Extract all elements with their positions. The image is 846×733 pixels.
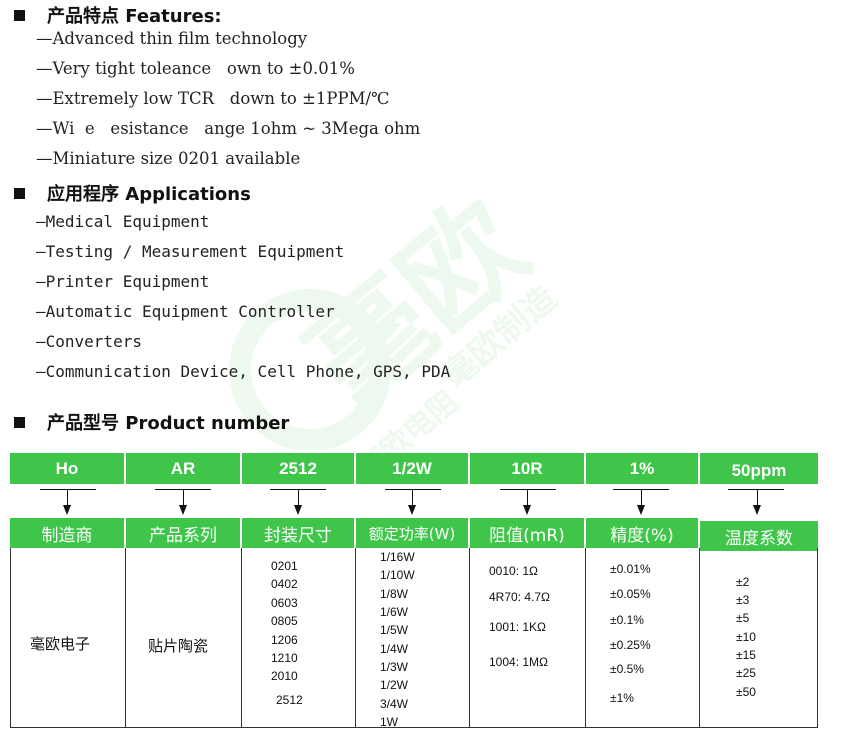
watermark-logo: 毫欧 毫欧制造 毫欧电阻 [229, 175, 565, 450]
size-value: 2512 [276, 693, 303, 707]
header-series: 产品系列 [126, 518, 240, 548]
size-value: 1206 [271, 633, 298, 647]
bullet-square-icon [14, 417, 25, 428]
code-size: 2512 [242, 453, 354, 484]
application-item: —Communication Device, Cell Phone, GPS, … [36, 362, 451, 381]
header-resistance: 阻值(mR) [470, 518, 584, 548]
header-manufacturer: 制造商 [10, 518, 124, 548]
tcr-value: ±25 [736, 666, 756, 680]
tolerance-value: ±0.05% [610, 587, 651, 601]
manufacturer-value: 毫欧电子 [30, 635, 91, 653]
feature-item: —Extremely low TCR down to ±1PPM/℃ [36, 89, 390, 108]
header-size: 封装尺寸 [242, 518, 354, 548]
resistance-value: 4R70: 4.7Ω [489, 590, 551, 604]
header-tolerance: 精度(%) [586, 518, 698, 548]
header-tcr: 温度系数 [700, 521, 818, 551]
series-value: 贴片陶瓷 [148, 637, 209, 655]
power-value: 1/3W [380, 660, 409, 674]
tolerance-value: ±1% [610, 691, 634, 705]
features-heading: 产品特点 Features: [14, 2, 222, 28]
power-value: 1/8W [380, 587, 409, 601]
resistance-value: 1001: 1KΩ [489, 620, 547, 634]
power-value: 1/10W [380, 568, 415, 582]
column-divider [125, 548, 126, 728]
power-value: 1/5W [380, 623, 409, 637]
application-item: —Testing / Measurement Equipment [36, 242, 345, 261]
feature-item: —Very tight toleance own to ±0.01% [36, 59, 355, 78]
watermark-slogan-2: 毫欧电阻 [351, 384, 465, 450]
column-divider [469, 548, 470, 728]
tolerance-value: ±0.01% [610, 562, 651, 576]
code-tolerance: 1% [586, 453, 698, 484]
feature-item: —Miniature size 0201 available [36, 149, 301, 168]
power-value: 3/4W [380, 697, 409, 711]
resistance-value: 0010: 1Ω [489, 564, 539, 578]
tcr-value: ±10 [736, 630, 756, 644]
application-item: —Automatic Equipment Controller [36, 302, 335, 321]
feature-item: —Advanced thin film technology [36, 29, 308, 48]
size-value: 0805 [271, 614, 298, 628]
applications-heading: 应用程序 Applications [14, 180, 251, 206]
size-value: 0603 [271, 596, 298, 610]
tcr-value: ±50 [736, 685, 756, 699]
tolerance-value: ±0.5% [610, 662, 644, 676]
tcr-value: ±3 [736, 593, 750, 607]
feature-item: —Wi e esistance ange 1ohm ~ 3Mega ohm [36, 119, 421, 138]
application-item: —Medical Equipment [36, 212, 210, 231]
power-value: 1/16W [380, 550, 415, 564]
application-item: —Printer Equipment [36, 272, 210, 291]
resistance-value: 1004: 1MΩ [489, 655, 549, 669]
header-power: 额定功率(W) [356, 518, 468, 548]
application-item: —Converters [36, 332, 142, 351]
tcr-value: ±5 [736, 611, 750, 625]
code-resistance: 10R [470, 453, 584, 484]
tcr-value: ±2 [736, 575, 750, 589]
size-value: 0201 [271, 559, 298, 573]
power-value: 1/2W [380, 678, 409, 692]
watermark-slogan-1: 毫欧制造 [435, 278, 565, 396]
size-value: 2010 [271, 669, 298, 683]
tolerance-value: ±0.25% [610, 638, 651, 652]
power-value: 1/4W [380, 642, 409, 656]
column-divider [585, 548, 586, 728]
column-divider [699, 548, 700, 728]
code-manufacturer: Ho [10, 453, 124, 484]
column-divider [355, 548, 356, 728]
column-divider [241, 548, 242, 728]
product-table [10, 548, 818, 728]
code-power: 1/2W [356, 453, 468, 484]
size-value: 1210 [271, 651, 298, 665]
bullet-square-icon [14, 10, 25, 21]
size-value: 0402 [271, 577, 298, 591]
power-value: 1W [380, 715, 398, 729]
code-series: AR [126, 453, 240, 484]
bullet-square-icon [14, 188, 25, 199]
tcr-value: ±15 [736, 648, 756, 662]
product-number-heading: 产品型号 Product number [14, 409, 289, 435]
tolerance-value: ±0.1% [610, 613, 644, 627]
power-value: 1/6W [380, 605, 409, 619]
code-tcr: 50ppm [700, 453, 818, 484]
